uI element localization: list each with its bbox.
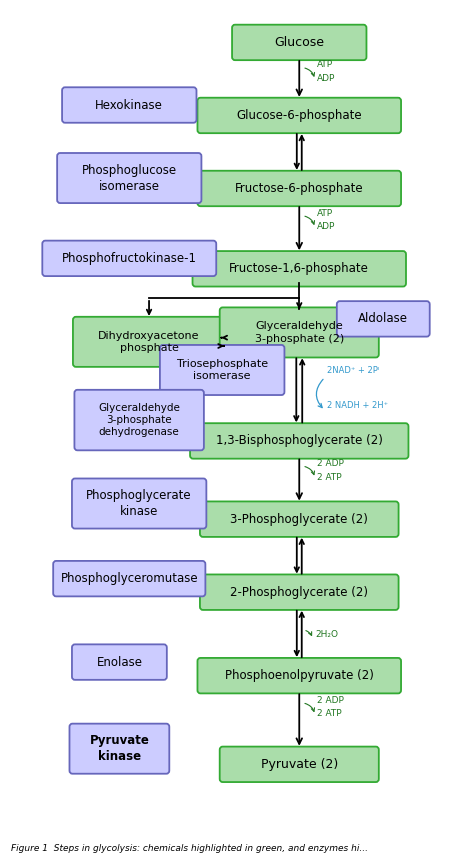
- Text: Hexokinase: Hexokinase: [95, 98, 163, 112]
- Text: ADP: ADP: [317, 74, 336, 83]
- FancyBboxPatch shape: [232, 25, 366, 60]
- Text: Enolase: Enolase: [96, 655, 142, 669]
- Text: ATP: ATP: [317, 60, 333, 70]
- Text: Fructose-6-phosphate: Fructose-6-phosphate: [235, 182, 364, 195]
- FancyBboxPatch shape: [62, 87, 197, 123]
- FancyBboxPatch shape: [200, 501, 399, 537]
- Text: Glyceraldehyde
3-phosphate
dehydrogenase: Glyceraldehyde 3-phosphate dehydrogenase: [98, 403, 180, 437]
- Text: 2-Phosphoglycerate (2): 2-Phosphoglycerate (2): [230, 585, 368, 598]
- Text: 2NAD⁺ + 2Pᴵ: 2NAD⁺ + 2Pᴵ: [327, 366, 379, 375]
- Text: Pyruvate (2): Pyruvate (2): [261, 758, 338, 771]
- FancyBboxPatch shape: [198, 658, 401, 693]
- FancyBboxPatch shape: [42, 240, 216, 276]
- Text: Glucose: Glucose: [274, 36, 324, 49]
- Text: 3-Phosphoglycerate (2): 3-Phosphoglycerate (2): [230, 512, 368, 526]
- FancyBboxPatch shape: [192, 251, 406, 287]
- FancyBboxPatch shape: [160, 345, 284, 395]
- Text: 2 ADP: 2 ADP: [317, 459, 344, 468]
- Text: Figure 1  Steps in glycolysis: chemicals highlighted in green, and enzymes hi...: Figure 1 Steps in glycolysis: chemicals …: [11, 844, 368, 853]
- FancyBboxPatch shape: [190, 424, 409, 459]
- Text: Pyruvate
kinase: Pyruvate kinase: [90, 734, 149, 763]
- Text: 2 ATP: 2 ATP: [317, 473, 342, 481]
- FancyBboxPatch shape: [72, 479, 206, 529]
- Text: 2 NADH + 2H⁺: 2 NADH + 2H⁺: [327, 400, 388, 410]
- Text: 2 ADP: 2 ADP: [317, 696, 344, 705]
- FancyBboxPatch shape: [220, 307, 379, 357]
- Text: 2H₂O: 2H₂O: [315, 630, 338, 639]
- FancyBboxPatch shape: [73, 317, 225, 367]
- Text: Phosphoglyceromutase: Phosphoglyceromutase: [61, 573, 198, 585]
- FancyBboxPatch shape: [53, 561, 205, 597]
- Text: Dihydroxyacetone
phosphate: Dihydroxyacetone phosphate: [98, 331, 200, 353]
- FancyBboxPatch shape: [198, 97, 401, 133]
- FancyBboxPatch shape: [337, 301, 430, 337]
- FancyBboxPatch shape: [200, 574, 399, 610]
- Text: 2 ATP: 2 ATP: [317, 709, 342, 718]
- Text: Phosphoglucose
isomerase: Phosphoglucose isomerase: [82, 164, 177, 193]
- FancyBboxPatch shape: [72, 644, 167, 680]
- Text: Glucose-6-phosphate: Glucose-6-phosphate: [237, 109, 362, 122]
- FancyBboxPatch shape: [198, 170, 401, 206]
- FancyBboxPatch shape: [220, 746, 379, 782]
- Text: Phosphoenolpyruvate (2): Phosphoenolpyruvate (2): [225, 669, 374, 682]
- Text: ATP: ATP: [317, 208, 333, 218]
- Text: Phosphofructokinase-1: Phosphofructokinase-1: [62, 252, 197, 265]
- Text: Triosephosphate
isomerase: Triosephosphate isomerase: [177, 359, 268, 381]
- FancyBboxPatch shape: [74, 390, 204, 450]
- FancyBboxPatch shape: [57, 153, 201, 203]
- Text: Fructose-1,6-phosphate: Fructose-1,6-phosphate: [229, 263, 369, 276]
- Text: Phosphoglycerate
kinase: Phosphoglycerate kinase: [86, 489, 192, 518]
- Text: ADP: ADP: [317, 222, 336, 231]
- FancyBboxPatch shape: [70, 723, 169, 774]
- Text: Aldolase: Aldolase: [358, 313, 408, 325]
- Text: Glyceraldehyde
3-phosphate (2): Glyceraldehyde 3-phosphate (2): [255, 321, 344, 344]
- Text: 1,3-Bisphosphoglycerate (2): 1,3-Bisphosphoglycerate (2): [216, 435, 383, 448]
